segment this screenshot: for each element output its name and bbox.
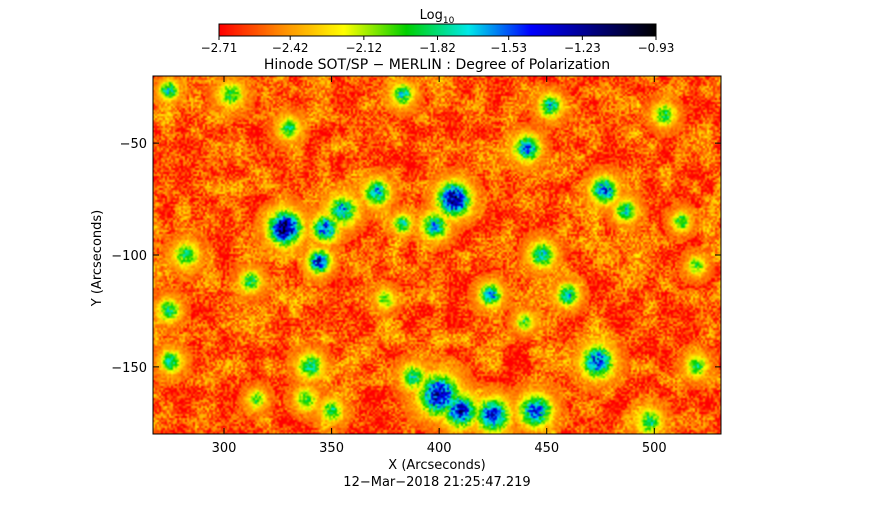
heatmap-image (153, 76, 721, 434)
x-tick-label: 400 (427, 441, 452, 456)
y-axis-ticks: −50 −100 −150 (111, 137, 721, 376)
colorbar-tick-label: −1.82 (419, 41, 456, 55)
colorbar-tick-label: −0.93 (638, 41, 675, 55)
y-axis-label: Y (Arcseconds) (90, 210, 105, 307)
colorbar-label-base: Log (420, 8, 443, 23)
x-tick-label: 500 (642, 441, 667, 456)
x-axis-ticks: 300 350 400 450 500 (212, 76, 667, 456)
colorbar-label: Log10 (420, 8, 455, 26)
y-tick-label: −50 (120, 137, 147, 152)
y-tick-label: −150 (111, 361, 147, 376)
colorbar-tick-label: −2.71 (201, 41, 238, 55)
y-tick-label: −100 (111, 249, 147, 264)
colorbar-tick-label: −1.23 (564, 41, 601, 55)
plot-area: 300 350 400 450 500 −50 −100 −150 (111, 75, 722, 456)
colorbar: Log10 −2.71 −2.42 −2.12 −1.82 −1.53 −1.23 −0.9… (201, 8, 675, 55)
colorbar-tick-label: −1.53 (490, 41, 527, 55)
chart-title: Hinode SOT/SP − MERLIN : Degree of Polar… (264, 57, 610, 73)
x-tick-label: 450 (534, 441, 559, 456)
colorbar-gradient (219, 24, 656, 36)
timestamp: 12−Mar−2018 21:25:47.219 (343, 475, 530, 490)
colorbar-tick-label: −2.42 (272, 41, 309, 55)
colorbar-tick-label: −2.12 (345, 41, 382, 55)
colorbar-label-subscript: 10 (443, 16, 455, 26)
colorbar-ticks: −2.71 −2.42 −2.12 −1.82 −1.53 −1.23 −0.93 (201, 36, 675, 55)
x-axis-label: X (Arcseconds) (388, 458, 485, 473)
x-tick-label: 300 (212, 441, 237, 456)
x-tick-label: 350 (319, 441, 344, 456)
